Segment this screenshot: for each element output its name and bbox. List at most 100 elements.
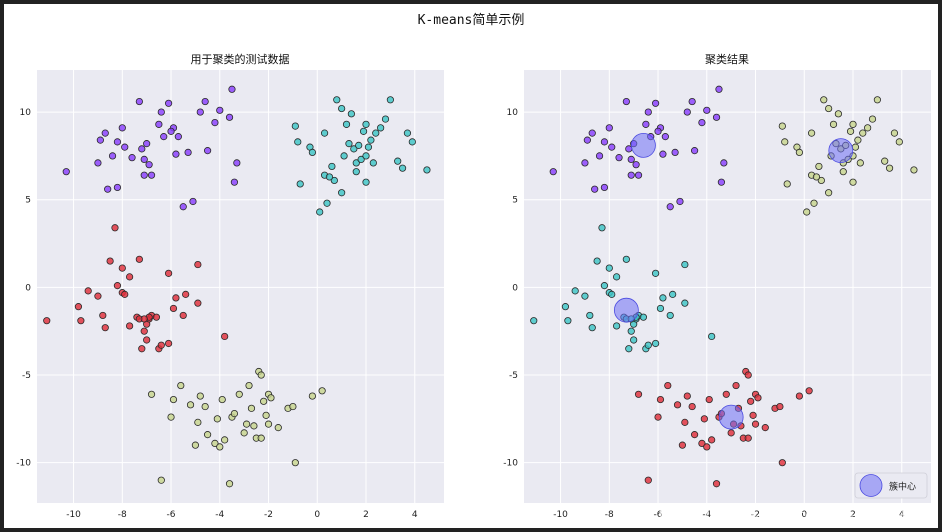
right-data-point-cluster-0: [600, 138, 609, 146]
right-data-point-cluster-3: [654, 413, 662, 421]
left-data-point-cluster-2: [74, 303, 83, 311]
left-data-point-cluster-3: [157, 476, 165, 484]
right-data-point-cluster-1: [795, 148, 803, 156]
right-data-point-cluster-0: [676, 197, 684, 206]
right-data-point-cluster-3: [805, 387, 813, 395]
right-data-point-cluster-0: [659, 150, 667, 158]
right-data-point-cluster-1: [873, 96, 881, 104]
right-data-point-cluster-1: [864, 124, 872, 132]
right-data-point-cluster-2: [564, 317, 572, 325]
left-data-point-cluster-0: [113, 183, 122, 192]
right-data-point-cluster-1: [807, 129, 816, 137]
right-data-point-cluster-1: [783, 180, 791, 188]
left-data-point-cluster-3: [211, 439, 219, 447]
right-data-point-cluster-1: [885, 164, 894, 172]
left-data-point-cluster-0: [211, 118, 219, 127]
right-data-point-cluster-0: [581, 159, 589, 167]
right-data-point-cluster-2: [622, 255, 630, 263]
left-data-point-cluster-1: [347, 110, 355, 118]
left-data-point-cluster-3: [318, 387, 326, 395]
right-data-point-cluster-3: [747, 397, 755, 405]
left-data-point-cluster-0: [179, 203, 187, 211]
right-y-tick-label: 0: [512, 283, 518, 293]
left-data-point-cluster-2: [165, 339, 173, 348]
left-data-point-cluster-3: [194, 418, 202, 426]
left-data-point-cluster-3: [203, 431, 212, 439]
right-data-point-cluster-2: [630, 336, 638, 344]
right-data-point-cluster-2: [625, 345, 633, 353]
left-data-point-cluster-1: [291, 122, 299, 130]
right-data-point-cluster-2: [571, 287, 579, 295]
right-data-point-cluster-2: [613, 322, 621, 330]
left-data-point-cluster-1: [372, 129, 380, 137]
left-data-point-cluster-2: [113, 282, 122, 290]
right-x-tick-label: 2: [850, 510, 856, 520]
left-data-point-cluster-2: [221, 332, 229, 341]
right-data-point-cluster-0: [588, 129, 596, 137]
right-data-point-cluster-0: [627, 155, 635, 164]
right-data-point-cluster-2: [639, 313, 648, 321]
left-data-point-cluster-0: [96, 136, 104, 144]
left-data-point-cluster-1: [342, 120, 351, 128]
right-data-point-cluster-3: [732, 381, 740, 390]
left-data-point-cluster-1: [328, 162, 336, 171]
left-data-point-cluster-2: [182, 290, 190, 298]
right-data-point-cluster-0: [583, 136, 591, 144]
right-data-point-cluster-3: [698, 439, 706, 447]
right-data-point-cluster-3: [681, 418, 689, 426]
right-legend-label: 簇中心: [889, 481, 916, 493]
left-data-point-cluster-1: [352, 159, 360, 167]
left-data-point-cluster-2: [43, 317, 51, 325]
left-data-point-cluster-3: [147, 390, 156, 398]
left-data-point-cluster-3: [240, 429, 248, 437]
left-data-point-cluster-3: [264, 420, 273, 428]
left-data-point-cluster-3: [260, 397, 268, 405]
right-data-point-cluster-0: [666, 203, 674, 211]
left-x-tick-label: -10: [66, 510, 81, 520]
left-data-point-cluster-3: [218, 395, 226, 404]
right-x-tick-label: -2: [751, 510, 760, 520]
left-data-point-cluster-3: [186, 401, 195, 409]
right-data-point-cluster-2: [530, 317, 538, 325]
right-data-point-cluster-3: [722, 390, 730, 398]
right-data-point-cluster-3: [656, 395, 665, 404]
right-data-point-cluster-3: [795, 392, 803, 400]
right-data-point-cluster-1: [881, 157, 889, 165]
left-data-point-cluster-2: [152, 313, 161, 321]
right-data-point-cluster-0: [591, 185, 599, 193]
right-data-point-cluster-0: [690, 147, 699, 155]
right-data-point-cluster-0: [625, 145, 633, 153]
left-data-point-cluster-0: [128, 154, 136, 162]
left-data-point-cluster-1: [408, 138, 416, 146]
right-cluster-center: [718, 404, 744, 430]
left-data-point-cluster-0: [62, 168, 70, 176]
right-data-point-cluster-0: [671, 148, 679, 156]
left-data-point-cluster-0: [225, 113, 234, 121]
left-data-point-cluster-2: [194, 299, 202, 307]
left-data-point-cluster-3: [267, 394, 275, 402]
right-data-point-cluster-1: [859, 129, 867, 137]
left-data-point-cluster-0: [167, 127, 175, 135]
right-data-point-cluster-1: [778, 122, 786, 130]
right-data-point-cluster-1: [815, 162, 823, 171]
left-data-point-cluster-0: [201, 97, 209, 106]
right-data-point-cluster-0: [715, 85, 723, 93]
left-data-point-cluster-3: [196, 392, 204, 400]
left-data-point-cluster-0: [155, 120, 163, 128]
right-data-point-cluster-2: [659, 294, 667, 302]
left-data-point-cluster-0: [230, 178, 239, 186]
right-data-point-cluster-3: [708, 436, 716, 444]
right-data-point-cluster-0: [642, 120, 650, 128]
left-data-point-cluster-0: [216, 106, 224, 114]
right-data-point-cluster-3: [644, 476, 652, 484]
right-data-point-cluster-2: [666, 311, 674, 320]
left-data-point-cluster-3: [225, 480, 234, 488]
left-data-point-cluster-1: [423, 166, 431, 174]
left-data-point-cluster-3: [247, 404, 256, 412]
right-cluster-center: [613, 297, 639, 323]
right-data-point-cluster-2: [652, 339, 660, 348]
left-data-point-cluster-0: [189, 197, 197, 206]
left-data-point-cluster-0: [228, 85, 236, 93]
left-data-point-cluster-0: [135, 97, 143, 106]
right-data-point-cluster-3: [778, 459, 786, 467]
